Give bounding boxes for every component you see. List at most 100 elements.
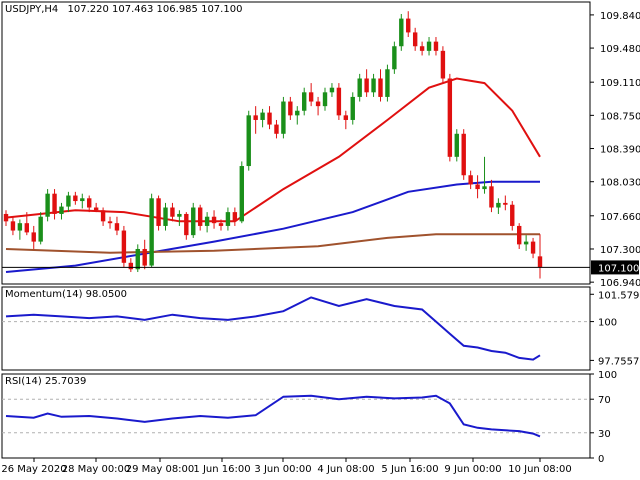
candle-bull xyxy=(59,206,64,214)
candle-bull xyxy=(163,207,168,226)
moving-average-ma-slow xyxy=(5,233,540,254)
candle-bear xyxy=(475,184,480,190)
candle-bear xyxy=(218,223,224,226)
price-tick-label: 109.110 xyxy=(600,78,640,89)
candle-bear xyxy=(503,202,508,205)
time-tick-label: 4 Jun 08:00 xyxy=(317,464,374,475)
candle-bear xyxy=(184,213,189,236)
candle-bull xyxy=(149,198,154,266)
candle-bull xyxy=(204,216,210,226)
time-tick-label: 3 Jun 00:00 xyxy=(254,464,311,475)
candle-bull xyxy=(80,198,85,202)
candle-bear xyxy=(510,204,515,226)
candle-bear xyxy=(364,78,369,93)
candle-bull xyxy=(523,241,529,245)
candle-bear xyxy=(447,78,453,157)
candle-bull xyxy=(302,92,307,111)
candle-bull xyxy=(246,115,251,167)
rsi-tick-label: 100 xyxy=(598,370,617,381)
candle-bull xyxy=(496,202,501,208)
candle-bear xyxy=(419,46,425,51)
moving-average-ma-fast xyxy=(5,77,541,223)
candle-bear xyxy=(10,221,16,231)
candle-bear xyxy=(107,221,113,224)
candle-bear xyxy=(274,124,279,134)
candle-bear xyxy=(378,78,383,97)
price-pane[interactable] xyxy=(2,11,590,279)
candle-bear xyxy=(516,225,522,245)
candle-bull xyxy=(357,78,362,97)
pane-border-main xyxy=(1,1,591,285)
candle-bull xyxy=(66,195,71,207)
candle-bear xyxy=(537,256,543,268)
rsi-line xyxy=(5,394,541,438)
rsi-tick-label: 70 xyxy=(598,395,611,406)
candle-bull xyxy=(295,110,300,116)
ohlc-values: 107.220 107.463 106.985 107.100 xyxy=(67,4,242,15)
rsi-tick-label: 30 xyxy=(598,429,611,440)
candle-bear xyxy=(406,18,411,33)
current-price-box xyxy=(591,260,639,275)
candle-bull xyxy=(385,69,390,97)
rsi-tick-label: 0 xyxy=(598,454,604,465)
candle-bull xyxy=(482,186,487,190)
candle-bear xyxy=(142,248,147,266)
time-tick-label: 9 Jun 00:00 xyxy=(444,464,501,475)
candle-bear xyxy=(73,195,78,202)
momentum-pane[interactable] xyxy=(2,296,590,361)
candle-bear xyxy=(211,216,217,224)
candle-bull xyxy=(371,78,376,93)
price-axis: 109.840 109.480 109.110 108.750 108.390 108.0… xyxy=(590,11,640,465)
candle-bull xyxy=(225,212,231,226)
candle-bear xyxy=(93,207,99,211)
price-tick-label: 109.480 xyxy=(600,44,640,55)
price-tick-label: 107.300 xyxy=(600,245,640,256)
candle-bull xyxy=(38,216,43,242)
price-tick-label: 107.660 xyxy=(600,212,640,223)
moving-average-ma-mid xyxy=(5,180,540,273)
candle-bull xyxy=(454,133,459,157)
candle-bear xyxy=(197,207,203,226)
time-tick-label: 26 May 2020 xyxy=(1,464,66,475)
momentum-line xyxy=(5,296,541,361)
candle-bear xyxy=(121,230,127,263)
candle-bear xyxy=(156,198,161,226)
candle-bull xyxy=(239,166,244,222)
time-tick-label: 1 Jun 16:00 xyxy=(193,464,250,475)
candle-bear xyxy=(31,232,36,242)
candle-bear xyxy=(336,87,342,116)
momentum-tick-label: 97.7557 xyxy=(598,356,639,367)
price-tick-label: 108.030 xyxy=(600,178,640,189)
candle-bear xyxy=(87,198,92,208)
candle-bull xyxy=(329,87,335,93)
symbol-timeframe: USDJPY,H4 xyxy=(5,4,58,15)
candle-bull xyxy=(350,96,355,120)
time-tick-label: 10 Jun 08:00 xyxy=(508,464,572,475)
price-tick-label: 106.940 xyxy=(600,278,640,289)
candle-bear xyxy=(267,112,272,125)
candle-bear xyxy=(433,41,439,51)
candle-bear xyxy=(315,101,321,107)
price-tick-label: 109.840 xyxy=(600,11,640,22)
candle-bull xyxy=(322,92,328,107)
price-tick-label: 108.750 xyxy=(600,111,640,122)
candle-bull xyxy=(45,193,50,217)
time-tick-label: 29 May 08:00 xyxy=(126,464,195,475)
candle-bear xyxy=(440,50,446,79)
candle-bull xyxy=(17,223,23,231)
candle-bear xyxy=(170,207,175,217)
candle-bear xyxy=(343,115,349,120)
price-tick-label: 108.390 xyxy=(600,145,640,156)
candle-bull xyxy=(191,207,196,236)
pane-frames xyxy=(1,1,591,459)
rsi-pane[interactable] xyxy=(2,394,590,438)
momentum-title: Momentum(14) 98.0500 xyxy=(5,289,127,300)
candle-bull xyxy=(392,46,397,70)
candle-bear xyxy=(3,213,9,222)
pane-border-rsi xyxy=(1,373,591,459)
candle-bear xyxy=(308,92,314,102)
candle-bull xyxy=(135,248,140,270)
